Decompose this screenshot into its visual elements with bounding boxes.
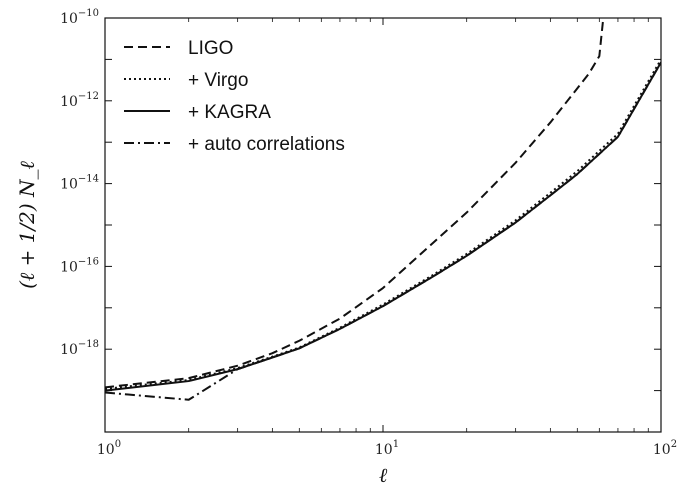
x-tick-label: 100 [97,439,121,458]
y-tick-label: 10−12 [60,91,99,110]
x-tick-label: 102 [653,439,677,458]
legend: LIGO + Virgo + KAGRA + auto correlations [124,38,345,155]
y-tick-label: 10−16 [60,256,99,275]
legend-label-ligo: LIGO [188,38,233,59]
legend-label-kagra: + KAGRA [188,102,271,123]
tick-layer [104,17,662,433]
legend-label-virgo: + Virgo [188,70,248,91]
series-line-auto-correlations [105,61,661,401]
y-tick-label: 10−10 [60,8,99,27]
series-layer [105,18,661,401]
y-tick-label: 10−18 [60,339,99,358]
x-axis-label: ℓ [379,463,388,487]
x-tick-label: 101 [375,439,399,458]
legend-label-auto-correlations: + auto correlations [188,134,345,155]
y-tick-label: 10−14 [60,174,99,193]
series-line-ligo [105,18,605,389]
y-axis-label: (ℓ + 1/2) N_ℓ [15,160,39,288]
label-layer: 100 101 102 10−18 10−16 10−14 10−12 10−10 ℓ (ℓ + … [15,8,677,487]
